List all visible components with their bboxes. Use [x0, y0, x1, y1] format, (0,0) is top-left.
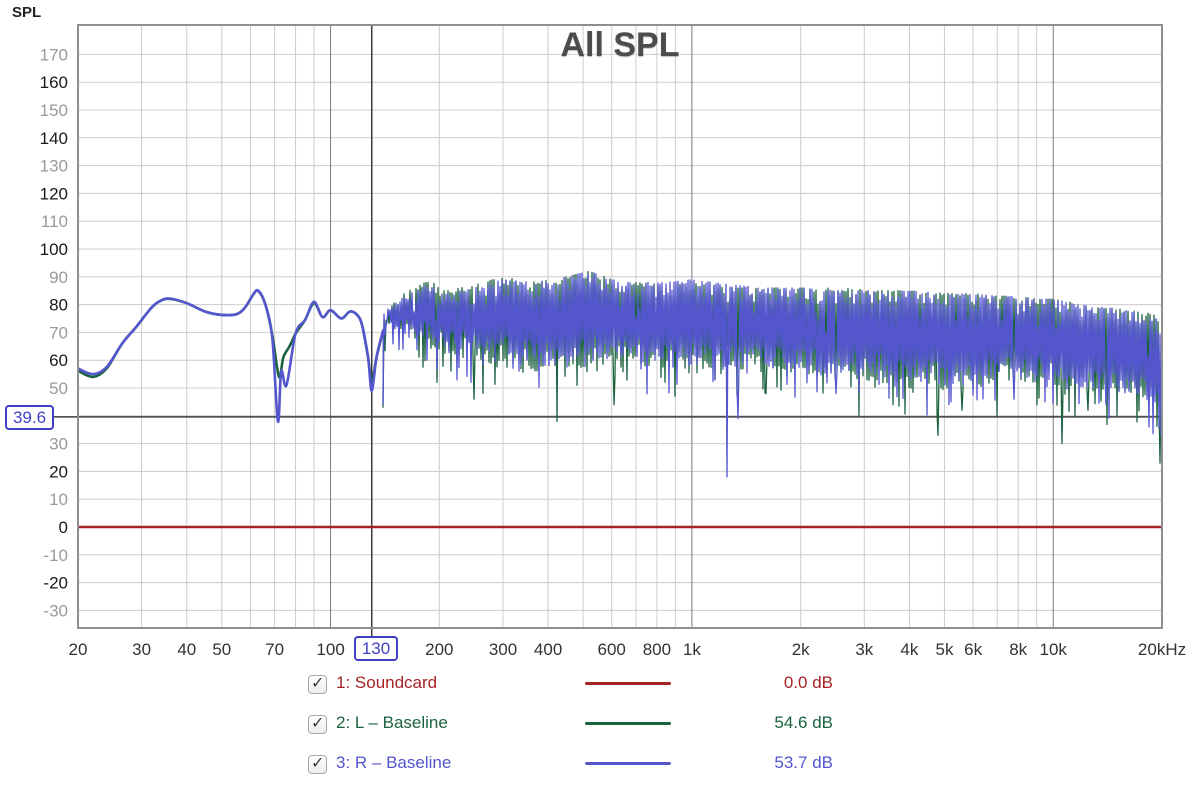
y-tick-label: 10 [49, 490, 68, 509]
y-tick-label: 150 [40, 101, 68, 120]
y-tick-label: 140 [40, 129, 68, 148]
y-tick-label: 20 [49, 462, 68, 481]
legend-value: 0.0 dB [783, 673, 833, 692]
x-tick-label: 100 [316, 640, 344, 659]
plot-svg: 1701601501401301201101009080706050302010… [40, 24, 1186, 659]
y-tick-label: 170 [40, 45, 68, 64]
y-tick-label: -30 [43, 601, 68, 620]
x-tick-label: 6k [964, 640, 982, 659]
legend-line-sample [585, 762, 671, 765]
legend-value: 53.7 dB [774, 753, 833, 772]
y-tick-label: 80 [49, 296, 68, 315]
x-tick-label: 400 [534, 640, 562, 659]
x-tick-label: 600 [598, 640, 626, 659]
legend-row[interactable]: ✓ 2: L – Baseline 54.6 dB [308, 712, 1008, 752]
x-tick-label: 300 [489, 640, 517, 659]
y-tick-label: 110 [41, 212, 68, 231]
y-tick-label: 160 [40, 73, 68, 92]
checkmark-icon: ✓ [311, 675, 325, 692]
x-tick-label: 70 [265, 640, 284, 659]
legend-row[interactable]: ✓ 1: Soundcard 0.0 dB [308, 672, 1008, 712]
x-tick-label: 30 [132, 640, 151, 659]
x-tick-label: 200 [425, 640, 453, 659]
y-tick-label: 120 [40, 184, 68, 203]
legend-checkbox[interactable]: ✓ [308, 755, 327, 774]
y-tick-label: 60 [49, 351, 68, 370]
plot-border [77, 24, 1163, 629]
legend-label: 1: Soundcard [336, 673, 438, 692]
x-tick-label: 20 [69, 640, 88, 659]
legend-label: 3: R – Baseline [336, 753, 452, 772]
x-tick-label: 20kHz [1138, 640, 1186, 659]
x-tick-label: 40 [177, 640, 196, 659]
legend-value: 54.6 dB [774, 713, 833, 732]
legend-row[interactable]: ✓ 3: R – Baseline 53.7 dB [308, 752, 1008, 792]
legend: ✓ 1: Soundcard 0.0 dB ✓ 2: L – Baseline 54.6 … [308, 672, 1008, 792]
legend-label: 2: L – Baseline [336, 713, 448, 732]
checkmark-icon: ✓ [311, 755, 325, 772]
trace-3-noise [382, 272, 1162, 478]
y-tick-label: 30 [49, 435, 68, 454]
y-tick-label: 0 [59, 518, 68, 537]
legend-line-sample [585, 682, 671, 685]
legend-checkbox[interactable]: ✓ [308, 675, 327, 694]
x-tick-label: 10k [1039, 640, 1067, 659]
y-axis-title: SPL [12, 4, 42, 21]
x-tick-label: 800 [643, 640, 671, 659]
y-tick-label: 70 [49, 323, 68, 342]
legend-line-sample [585, 722, 671, 725]
cursor-level-readout: 39.6 [5, 405, 54, 430]
y-tick-label: 90 [49, 268, 68, 287]
trace-3-smooth [78, 288, 385, 423]
y-tick-label: -10 [43, 546, 68, 565]
x-tick-label: 8k [1009, 640, 1027, 659]
y-tick-label: 100 [40, 240, 68, 259]
y-tick-label: -20 [43, 574, 68, 593]
checkmark-icon: ✓ [311, 715, 325, 732]
legend-checkbox[interactable]: ✓ [308, 715, 327, 734]
x-tick-label: 3k [855, 640, 873, 659]
x-tick-label: 5k [936, 640, 954, 659]
y-tick-label: 50 [49, 379, 68, 398]
x-tick-label: 4k [900, 640, 918, 659]
x-tick-label: 1k [683, 640, 701, 659]
y-tick-label: 130 [40, 157, 68, 176]
cursor-freq-readout: 130 [354, 636, 398, 661]
x-tick-label: 2k [792, 640, 810, 659]
x-tick-label: 50 [212, 640, 231, 659]
